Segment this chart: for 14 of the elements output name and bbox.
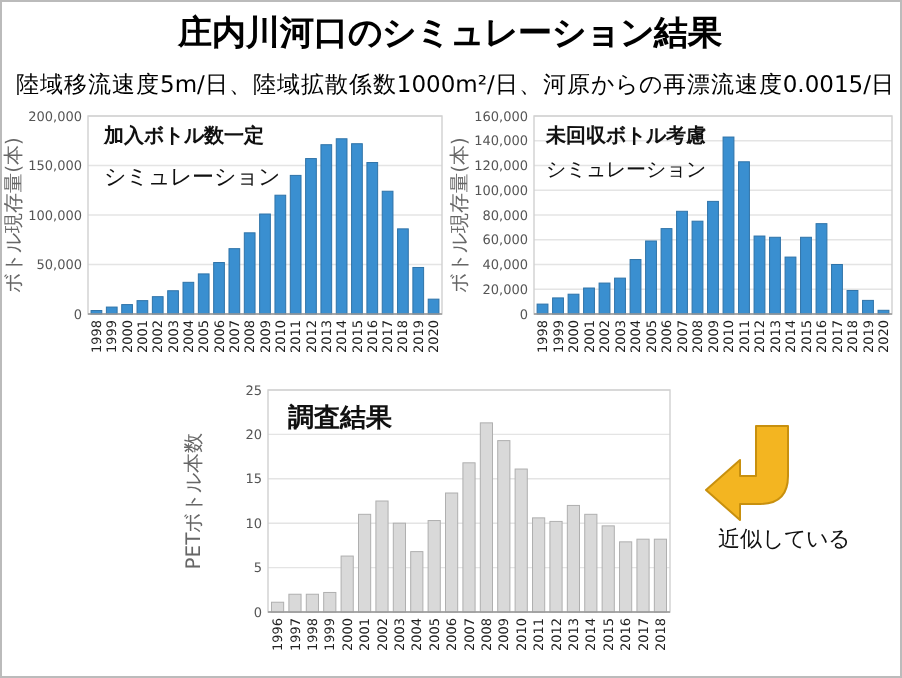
bar bbox=[288, 593, 302, 613]
bar bbox=[305, 593, 319, 613]
annotation: 加入ボトル数一定 bbox=[102, 124, 264, 148]
y-axis-title: ボトル現存量(本) bbox=[2, 137, 26, 293]
annotation: シミュレーション bbox=[546, 160, 706, 182]
annotation: 調査結果 bbox=[288, 402, 394, 434]
y-axis-title: ボトル現存量(本) bbox=[448, 137, 472, 293]
annotation: 未回収ボトル考慮 bbox=[544, 124, 706, 148]
bar bbox=[427, 298, 440, 315]
text: 近似している bbox=[718, 526, 850, 552]
chart-subtitle: 陸域移流速度5m/日、陸域拡散係数1000m²/日、河原からの再漂流速度0.0015/日 bbox=[16, 70, 895, 98]
chart-title: 庄内川河口のシミュレーション結果 bbox=[176, 14, 724, 54]
annotation: シミュレーション bbox=[104, 164, 280, 190]
y-axis-title: PETボトル本数 bbox=[182, 432, 206, 570]
